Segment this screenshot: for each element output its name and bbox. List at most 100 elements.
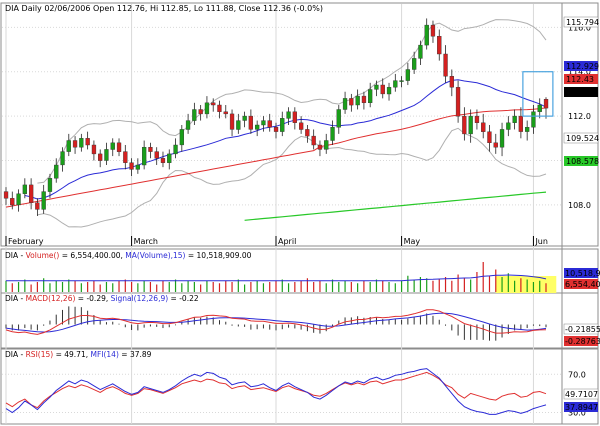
candle-up bbox=[192, 109, 197, 121]
candle-up bbox=[405, 69, 410, 81]
rsi-value-label: 49.7107 bbox=[565, 390, 598, 399]
header-symbol: DIA bbox=[5, 4, 20, 13]
rsi-tick-label: 70.0 bbox=[568, 370, 586, 379]
last-value-label: 112.929 bbox=[566, 62, 599, 71]
y-tick-label: 114.0 bbox=[568, 68, 591, 77]
candle-down bbox=[148, 146, 153, 152]
candle-down bbox=[29, 184, 34, 203]
candle-up bbox=[374, 84, 379, 90]
candle-up bbox=[185, 120, 191, 130]
candle-up bbox=[47, 178, 53, 192]
candle-up bbox=[254, 124, 260, 130]
candle-down bbox=[211, 102, 216, 106]
candle-up bbox=[110, 142, 115, 150]
last-value-label: 112.36 bbox=[566, 88, 594, 97]
candle-up bbox=[242, 115, 247, 121]
candle-up bbox=[336, 109, 341, 128]
candle-up bbox=[280, 118, 285, 132]
candle-down bbox=[10, 198, 15, 206]
candle-up bbox=[531, 111, 536, 128]
candle-down bbox=[229, 113, 235, 130]
last-value-badge bbox=[563, 132, 599, 144]
candle-down bbox=[443, 53, 448, 77]
candle-down bbox=[129, 162, 134, 170]
candle-up bbox=[135, 164, 140, 170]
macd-legend: DIA - MACD(12,26) = -0.29, Signal(12,26,… bbox=[5, 294, 199, 303]
candle-up bbox=[54, 164, 59, 179]
last-value-badge bbox=[563, 16, 599, 28]
candle-up bbox=[66, 140, 71, 152]
candle-up bbox=[418, 44, 423, 59]
candle-down bbox=[3, 191, 9, 199]
volume-legend-label: Volume() bbox=[26, 251, 60, 260]
candle-down bbox=[123, 151, 128, 163]
candle-down bbox=[311, 135, 316, 146]
candle-up bbox=[399, 80, 404, 82]
candle-up bbox=[16, 193, 21, 206]
candle-down bbox=[273, 126, 279, 132]
candle-up bbox=[286, 111, 291, 119]
candle-up bbox=[499, 129, 505, 148]
mfi-value-badge bbox=[564, 402, 598, 412]
candle-down bbox=[198, 109, 203, 115]
ma20-line bbox=[24, 79, 547, 200]
candle-down bbox=[305, 129, 310, 137]
bollinger-upper-line bbox=[37, 19, 547, 184]
last-value-badge bbox=[564, 87, 598, 97]
candle-down bbox=[474, 115, 480, 123]
candle-down bbox=[217, 104, 222, 112]
header-ohlc: Daily 02/06/2006 Open 112.76, Hi 112.85,… bbox=[22, 4, 323, 13]
candle-up bbox=[342, 98, 348, 110]
signal-value-label: -0.218558 bbox=[565, 325, 600, 334]
candle-up bbox=[236, 120, 241, 130]
mfi-value-label: 37.8947 bbox=[565, 403, 598, 412]
x-tick-label-jun: Jun bbox=[534, 237, 548, 246]
candle-up bbox=[330, 126, 335, 141]
candle-down bbox=[437, 36, 442, 55]
candle-up bbox=[22, 184, 27, 194]
candle-up bbox=[173, 144, 178, 155]
signal-value-badge bbox=[563, 323, 599, 335]
ma200-line bbox=[244, 191, 547, 221]
candle-down bbox=[349, 98, 354, 106]
axis-labels: February March April May Jun 116.0 114.0 112.0 1… bbox=[5, 16, 600, 417]
candle-up bbox=[41, 191, 46, 210]
macd-value-badge bbox=[564, 336, 598, 346]
volume-ma-legend-label: MA(Volume),15) bbox=[125, 251, 185, 260]
last-value-badge bbox=[564, 74, 598, 84]
mfi-line bbox=[5, 368, 547, 415]
candle-down bbox=[91, 144, 97, 155]
candle-up bbox=[141, 146, 147, 166]
macd-value-label: -0.287631 bbox=[565, 337, 600, 346]
candle-down bbox=[317, 144, 323, 150]
rsi-tick-label: 30.0 bbox=[568, 408, 586, 417]
volume-ma-value-label: 10,518,90 bbox=[565, 269, 600, 278]
volume-value-badge bbox=[564, 279, 598, 289]
candle-up bbox=[412, 58, 417, 70]
candle-up bbox=[537, 104, 542, 112]
candle-up bbox=[204, 102, 210, 115]
last-value-label: 112.43 bbox=[566, 75, 594, 84]
candle-down bbox=[361, 95, 367, 103]
candle-down bbox=[223, 111, 228, 115]
candle-down bbox=[116, 142, 122, 152]
candle-down bbox=[380, 84, 385, 95]
candle-down bbox=[299, 122, 304, 130]
mfi-legend-label: MFI(14) bbox=[90, 350, 118, 359]
candle-down bbox=[72, 140, 78, 148]
volume-plot bbox=[5, 262, 557, 293]
candle-up bbox=[386, 87, 392, 95]
candle-up bbox=[393, 80, 398, 88]
last-value-badge bbox=[564, 61, 598, 71]
last-value-label: 108.578 bbox=[566, 157, 599, 166]
candle-down bbox=[487, 131, 492, 143]
candle-down bbox=[292, 111, 297, 123]
candle-up bbox=[324, 140, 329, 150]
candle-down bbox=[481, 122, 486, 132]
candle-down bbox=[248, 115, 253, 130]
candle-down bbox=[35, 202, 40, 210]
last-value-badge bbox=[564, 156, 598, 166]
rsi-legend-label: RSI(15) bbox=[26, 350, 54, 359]
rsi-plot bbox=[5, 368, 547, 415]
rsi-legend: DIA - RSI(15) = 49.71, MFI(14) = 37.89 bbox=[5, 350, 152, 359]
